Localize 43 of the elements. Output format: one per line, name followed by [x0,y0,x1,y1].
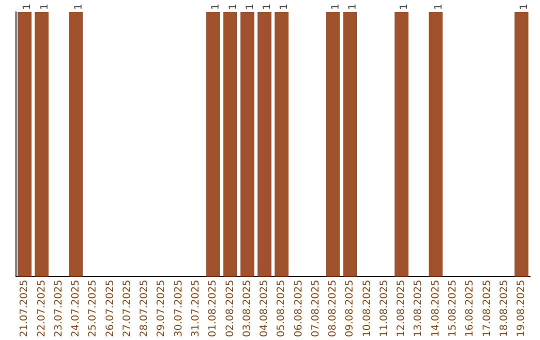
x-tick-label: 24.07.2025 [70,280,82,338]
x-tick-label: 15.08.2025 [447,280,458,338]
x-tick-label: 13.08.2025 [413,280,424,338]
x-tick-label: 10.08.2025 [362,280,373,338]
x-tick-label: 31.07.2025 [190,280,202,338]
x-tick-label: 07.08.2025 [310,280,322,338]
x-tick-label: 30.07.2025 [173,280,184,338]
x-tick-label: 05.08.2025 [276,280,288,338]
data-label: 1 [228,4,239,10]
data-label: 1 [74,4,85,10]
x-tick-label: 14.08.2025 [430,280,442,338]
data-label: 1 [210,4,222,10]
x-tick-label: 03.08.2025 [242,280,253,338]
x-tick-label: 04.08.2025 [259,280,270,338]
x-tick-label: 12.08.2025 [396,280,408,338]
data-label: 1 [39,4,50,10]
x-tick-label: 21.07.2025 [19,280,30,338]
x-tick-label: 06.08.2025 [293,280,304,338]
data-label: 1 [262,4,274,10]
x-tick-label: 01.08.2025 [208,280,219,338]
x-tick-label: 18.08.2025 [498,280,510,338]
x-tick-label: 17.08.2025 [482,280,493,338]
data-label: 1 [279,4,290,10]
data-label: 1 [519,4,530,10]
x-tick-label: 23.07.2025 [53,280,64,338]
data-label: 1 [22,4,34,10]
data-label: 1 [244,4,256,10]
x-tick-label: 29.07.2025 [156,280,168,338]
x-tick-label: 02.08.2025 [224,280,236,338]
x-tick-label: 09.08.2025 [344,280,356,338]
x-tick-label: 16.08.2025 [464,280,476,338]
x-tick-label: 22.07.2025 [36,280,48,338]
data-label: 1 [348,4,359,10]
x-tick-label: 25.07.2025 [88,280,99,338]
x-tick-label: 28.07.2025 [139,280,150,338]
x-tick-label: 26.07.2025 [104,280,116,338]
data-label: 1 [330,4,342,10]
x-tick-label: 19.08.2025 [516,280,528,338]
x-tick-label: 08.08.2025 [328,280,339,338]
x-tick-label: 27.07.2025 [122,280,133,338]
data-label: 1 [399,4,410,10]
x-tick-label: 11.08.2025 [378,280,390,338]
data-label: 1 [433,4,444,10]
